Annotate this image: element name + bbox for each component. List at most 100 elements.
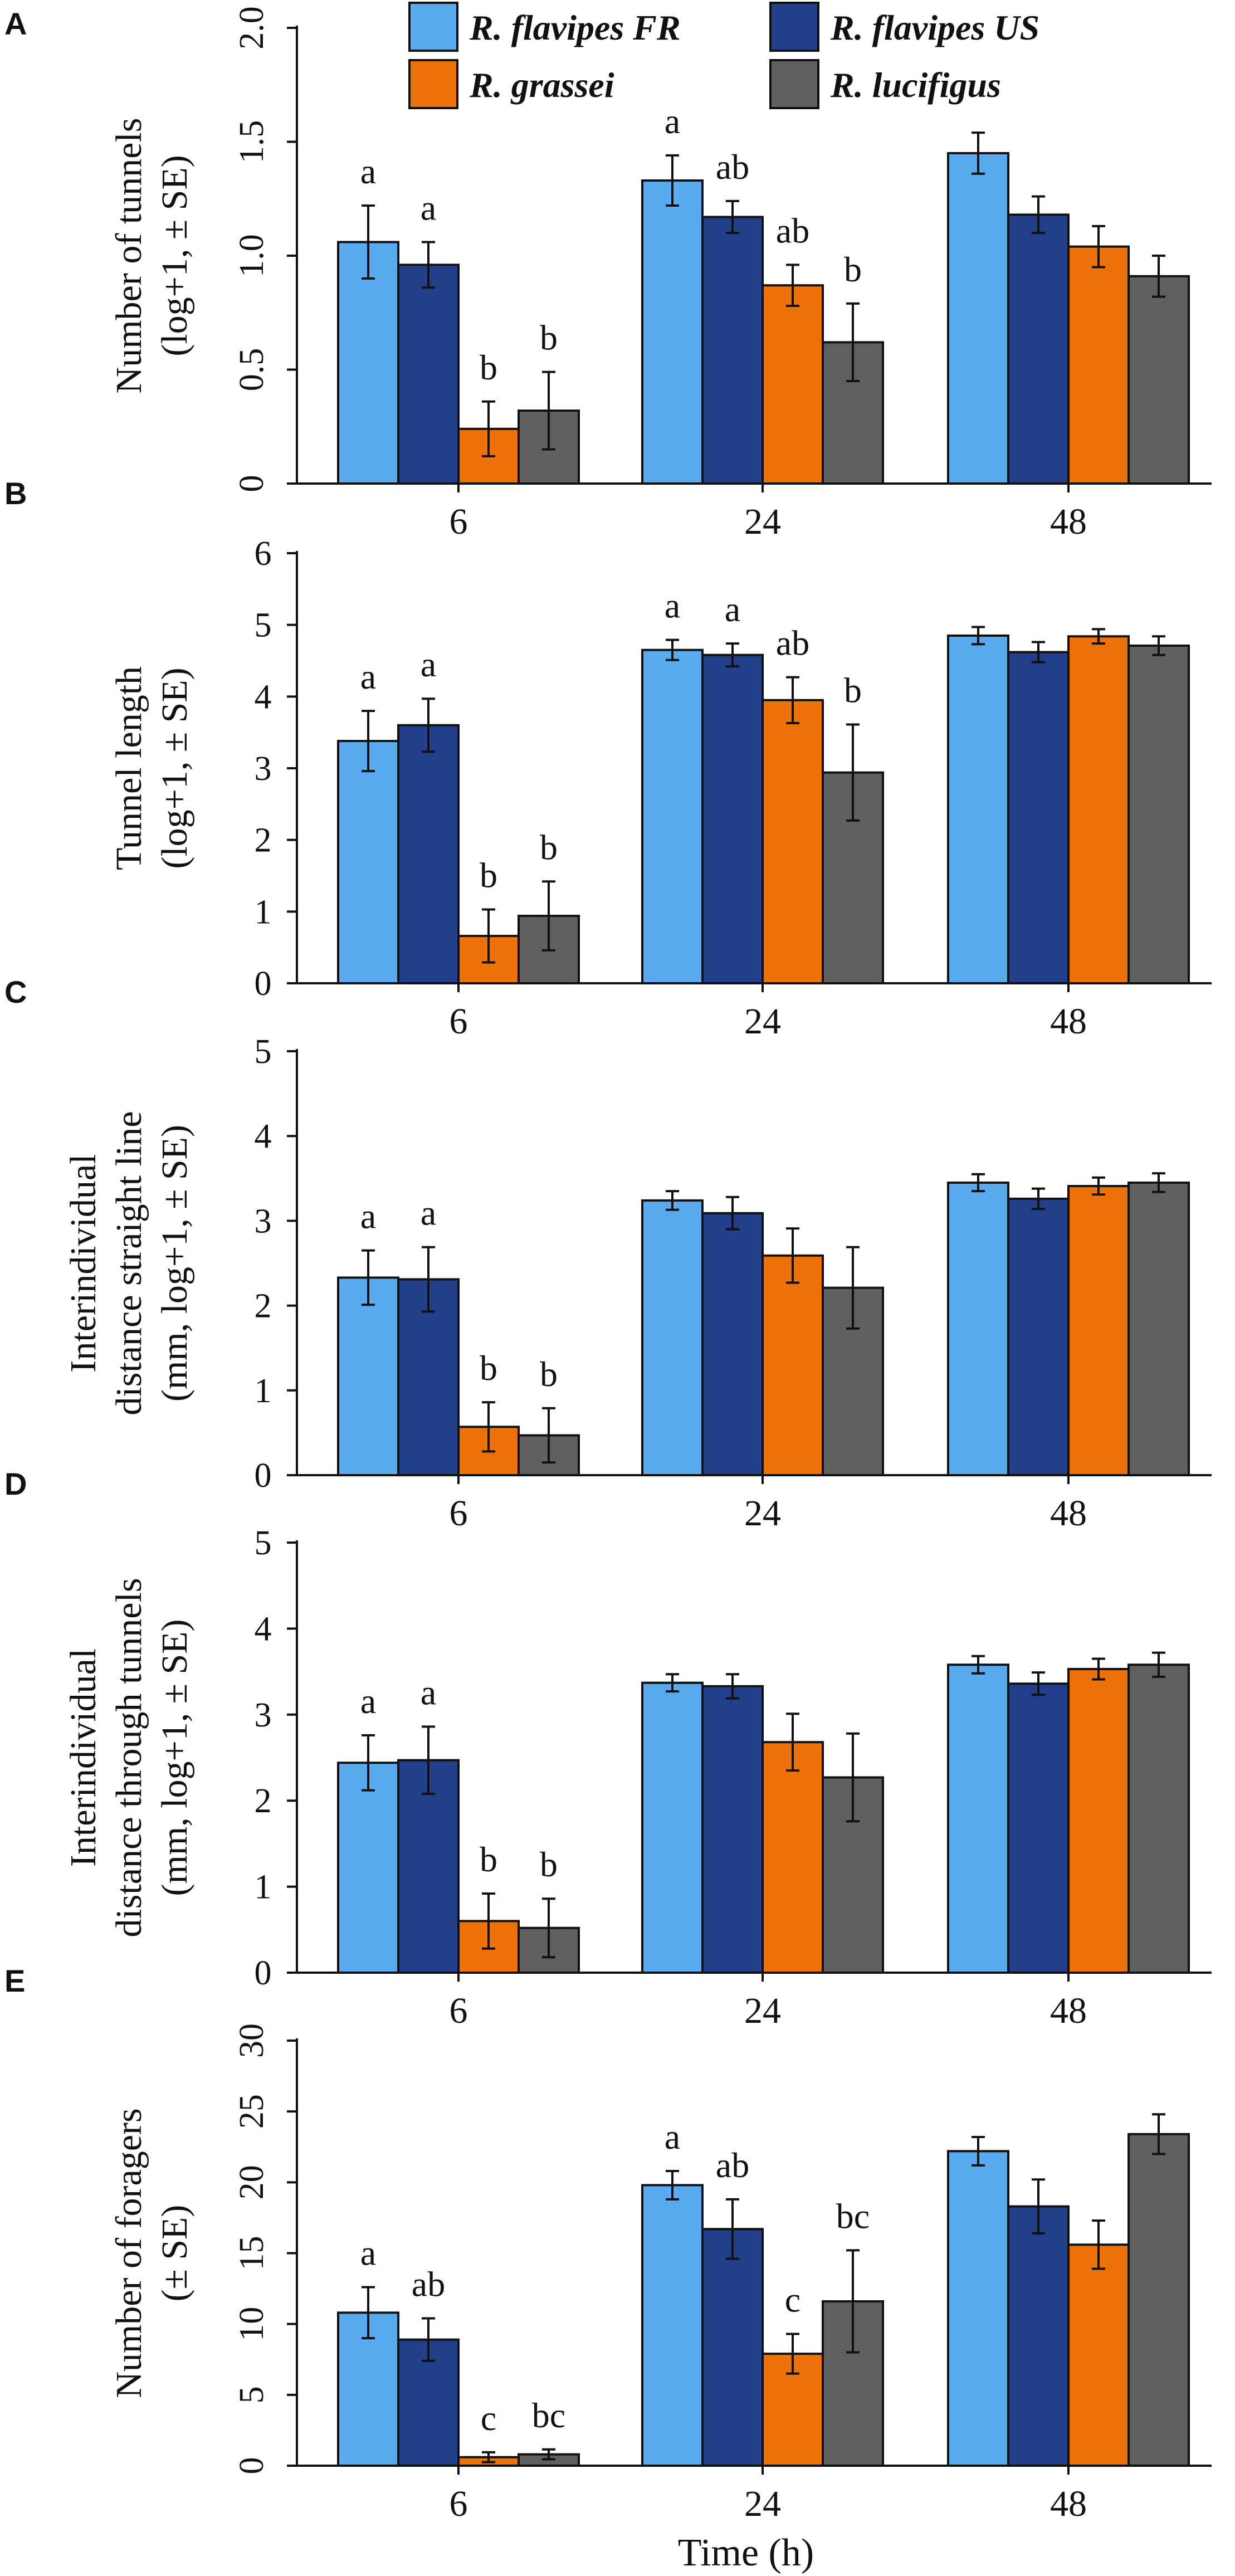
bar xyxy=(947,1663,1009,1974)
significance-letter: b xyxy=(480,1840,497,1879)
panel-b: B Tunnel length (log+1, ± SE) 0 1 2 3 4 5 6 6 24 48 a… xyxy=(4,476,1212,1042)
y-tick-label: 0 xyxy=(255,965,272,1003)
x-tick-label: 48 xyxy=(1050,1001,1087,1042)
y-tick-label: 2 xyxy=(255,822,272,860)
bar xyxy=(701,653,764,984)
panel-e: E Number of foragers (± SE) 0 5 10 15 20 25 30 6 24… xyxy=(4,1963,1212,2524)
bar xyxy=(1127,644,1190,984)
significance-letter: b xyxy=(540,318,558,358)
y-axis-title: (mm, log+1, ± SE) xyxy=(154,1125,195,1402)
significance-letter: a xyxy=(360,1197,376,1236)
x-axis-title: Time (h) xyxy=(678,2531,814,2574)
y-tick-label: 20 xyxy=(233,2165,271,2199)
x-tick-label: 48 xyxy=(1050,2484,1087,2524)
y-tick-label: 3 xyxy=(255,1696,272,1734)
legend-label: R. grassei xyxy=(469,65,614,105)
y-axis-title: distance straight line xyxy=(109,1111,149,1415)
y-axis-title: (± SE) xyxy=(154,2205,195,2302)
significance-letter: ab xyxy=(716,147,749,187)
x-tick-label: 6 xyxy=(450,1493,468,1534)
y-tick-label: 1 xyxy=(255,893,272,931)
significance-letter: b xyxy=(480,348,497,387)
y-axis-title: Number of foragers xyxy=(109,2108,149,2398)
y-axis-title: Number of tunnels xyxy=(109,118,149,394)
y-axis-title: distance through tunnels xyxy=(109,1578,149,1937)
y-tick-label: 5 xyxy=(255,1033,272,1071)
bar xyxy=(947,634,1009,984)
significance-letter: ab xyxy=(776,211,809,250)
y-tick-label: 2 xyxy=(255,1782,272,1820)
bar xyxy=(761,284,824,485)
y-tick-label: 2.0 xyxy=(233,6,271,50)
y-tick-label: 0 xyxy=(255,1457,272,1495)
y-tick-label: 3 xyxy=(255,1202,272,1240)
significance-letter: b xyxy=(480,1348,497,1388)
bar xyxy=(947,1181,1009,1476)
y-tick-label: 15 xyxy=(233,2236,271,2271)
panel-label: A xyxy=(4,6,27,41)
significance-letter: a xyxy=(665,101,680,141)
bar xyxy=(701,1212,764,1476)
bar xyxy=(1127,1181,1190,1476)
bar xyxy=(641,1199,704,1477)
panel-label: D xyxy=(4,1466,27,1501)
bar xyxy=(761,1254,824,1476)
x-tick-label: 48 xyxy=(1050,1493,1087,1534)
bar xyxy=(337,1762,399,1974)
y-tick-label: 5 xyxy=(233,2386,271,2403)
bar xyxy=(1067,1667,1130,1974)
significance-letter: a xyxy=(725,589,740,629)
y-tick-label: 5 xyxy=(255,607,272,645)
significance-letter: a xyxy=(421,645,436,684)
y-axis-title: Interindividual xyxy=(63,1154,104,1372)
significance-letter: b xyxy=(844,671,862,710)
y-tick-label: 1.0 xyxy=(233,234,271,277)
significance-letter: b xyxy=(540,1845,558,1884)
x-tick-label: 6 xyxy=(450,2484,468,2524)
bar xyxy=(1007,2205,1070,2467)
bar xyxy=(701,2228,764,2467)
x-tick-label: 6 xyxy=(450,1001,468,1042)
y-tick-label: 30 xyxy=(233,2023,271,2058)
significance-letter: a xyxy=(421,1672,436,1712)
panel-label: E xyxy=(4,1963,25,1998)
y-axis-title: Interindividual xyxy=(63,1648,104,1867)
y-tick-label: 3 xyxy=(255,750,272,788)
bar xyxy=(641,179,704,485)
x-tick-label: 6 xyxy=(450,1990,468,2031)
x-tick-label: 6 xyxy=(450,501,468,542)
y-tick-label: 6 xyxy=(255,535,272,573)
bar xyxy=(1007,213,1070,485)
y-axis-title: (mm, log+1, ± SE) xyxy=(154,1619,195,1896)
y-tick-label: 10 xyxy=(233,2307,271,2341)
x-tick-label: 48 xyxy=(1050,1990,1087,2031)
significance-letter: ab xyxy=(776,623,809,663)
bar xyxy=(761,699,824,985)
bar xyxy=(701,216,764,485)
legend-label: R. lucifigus xyxy=(830,65,1001,105)
significance-letter: c xyxy=(481,2398,496,2438)
legend-swatch xyxy=(769,2,819,52)
significance-letter: a xyxy=(421,188,436,227)
bar xyxy=(1067,1184,1130,1477)
bar xyxy=(947,2150,1009,2467)
significance-letter: a xyxy=(421,1193,436,1233)
x-tick-label: 24 xyxy=(744,2484,781,2524)
bar xyxy=(337,740,399,985)
bar xyxy=(337,1276,399,1477)
bar xyxy=(947,152,1009,485)
y-axis-title: (log+1, ± SE) xyxy=(154,667,195,869)
legend-swatch xyxy=(769,59,819,109)
significance-letter: bc xyxy=(532,2396,565,2435)
significance-letter: a xyxy=(665,586,680,626)
significance-letter: a xyxy=(360,657,376,696)
bar xyxy=(397,264,460,485)
bar xyxy=(1007,651,1070,985)
bar xyxy=(641,2184,704,2467)
x-tick-label: 24 xyxy=(744,1001,781,1042)
y-tick-label: 1 xyxy=(255,1868,272,1906)
significance-letter: bc xyxy=(836,2196,870,2236)
legend-swatch xyxy=(408,59,458,109)
y-tick-label: 4 xyxy=(255,1610,272,1648)
